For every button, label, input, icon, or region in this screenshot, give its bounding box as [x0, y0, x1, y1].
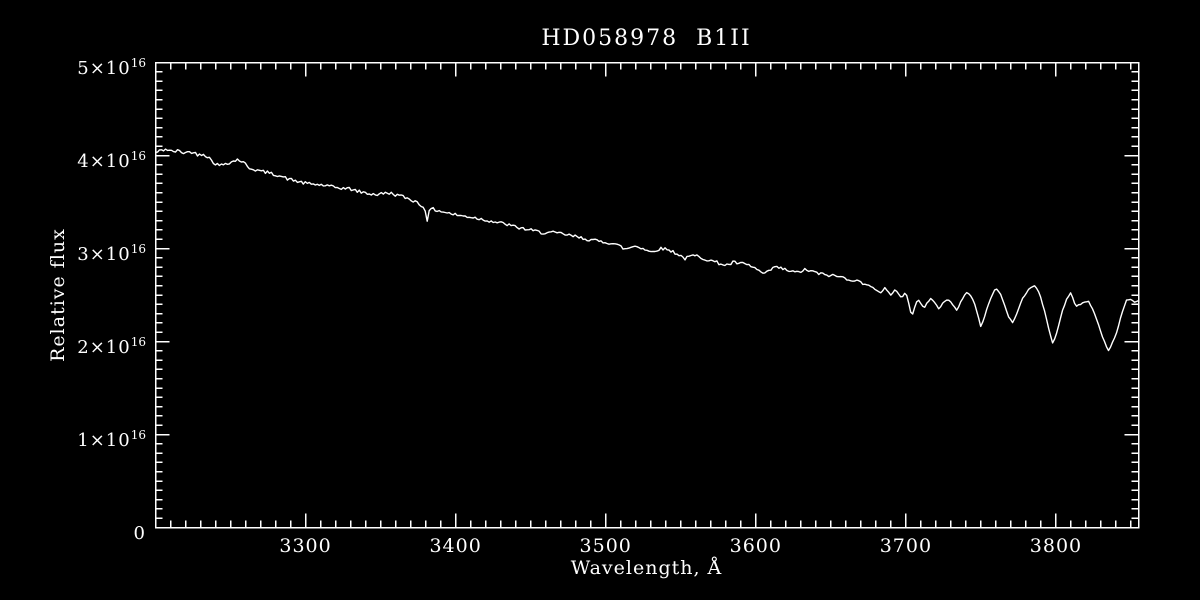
x-tick-label: 3400: [429, 535, 482, 557]
spectrum-line: [155, 148, 1139, 352]
chart-title: HD058978 B1II: [541, 26, 752, 51]
axis-ticks: [155, 62, 1139, 528]
x-axis-title: Wavelength, Å: [570, 557, 723, 579]
x-tick-label: 3700: [879, 535, 933, 557]
y-tick-label: 4×1016: [77, 148, 146, 172]
y-tick-label: 3×1016: [77, 241, 146, 265]
x-tick-label: 3800: [1029, 535, 1083, 557]
plot-frame: [154, 61, 1140, 529]
x-tick-label: 3600: [729, 535, 782, 557]
x-tick-label: 3300: [279, 535, 332, 557]
y-tick-label: 2×1016: [77, 334, 146, 358]
x-tick-label: 3500: [579, 535, 632, 557]
y-tick-label: 1×1016: [77, 427, 146, 451]
y-tick-label: 0: [133, 522, 146, 544]
y-tick-label: 5×1016: [77, 55, 146, 79]
